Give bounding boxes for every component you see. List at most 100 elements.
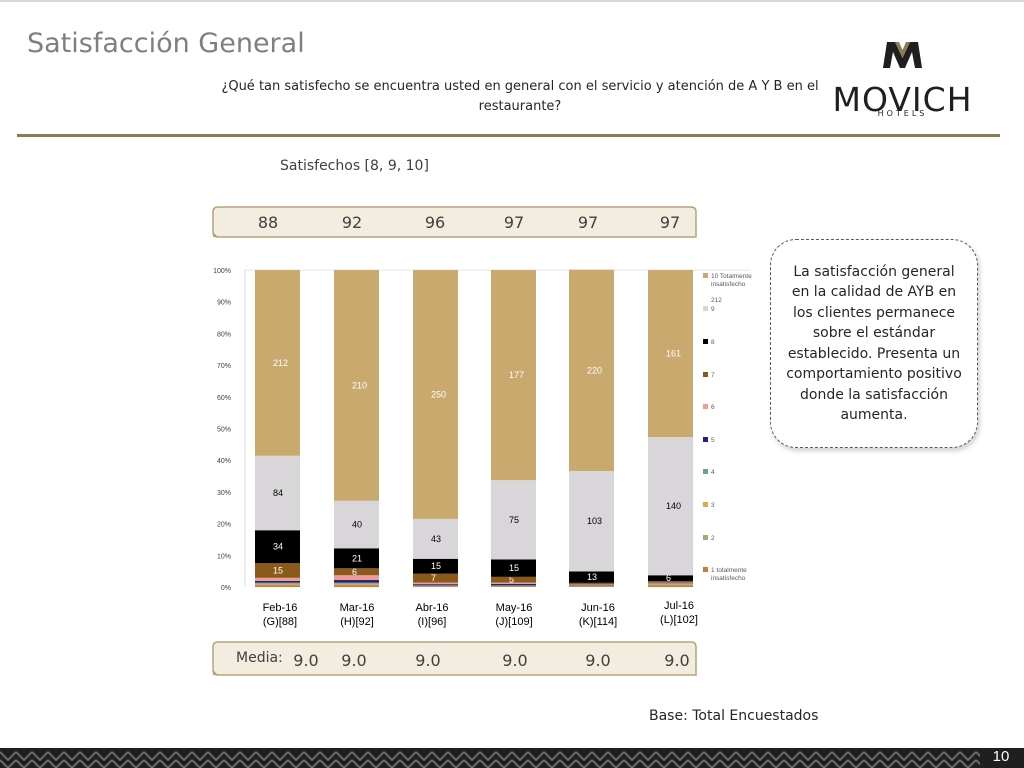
bar-segment: [255, 577, 300, 581]
bar-segment: [334, 575, 379, 581]
y-tick-label: 90%: [217, 300, 231, 307]
bar-segment: [334, 585, 379, 587]
bar-segment: [569, 584, 614, 586]
data-label: 103: [587, 516, 602, 526]
data-label: 7: [431, 573, 436, 583]
bar-segment: [255, 585, 300, 587]
movich-logo: [883, 42, 922, 68]
bar-segment: [413, 518, 458, 559]
stacked-bar-chart: 0%10%20%30%40%50%60%70%80%90%100%1534842…: [213, 268, 752, 592]
media-value: 9.0: [293, 651, 319, 670]
legend-label: 2: [711, 535, 715, 542]
bar-segment: [334, 270, 379, 501]
bar-segment: [491, 559, 536, 577]
data-label: 34: [273, 542, 283, 552]
insight-callout: La satisfacción general en la calidad de…: [770, 239, 978, 448]
data-label: 220: [587, 365, 602, 375]
bar-segment: [491, 586, 536, 587]
legend-label: 4: [711, 469, 715, 476]
legend-extra-label: 212: [711, 297, 722, 304]
y-tick-label: 70%: [217, 363, 231, 370]
bar-segment: [413, 558, 458, 574]
bar-segment: [648, 582, 693, 584]
logo-wordmark: MOVICH: [832, 80, 973, 119]
header-divider: [17, 134, 1000, 137]
bar-segment: [648, 270, 693, 438]
bar-segment: [569, 470, 614, 572]
media-value: 9.0: [502, 651, 528, 670]
media-banner: [212, 641, 697, 676]
bar-segment: [334, 583, 379, 585]
data-label: 43: [431, 534, 441, 544]
category-label: Jul-16 (L)[102]: [660, 600, 698, 626]
bar-segment: [648, 584, 693, 586]
bar-segment: [569, 582, 614, 585]
y-tick-label: 60%: [217, 395, 231, 402]
bar-segment: [255, 563, 300, 578]
data-label: 210: [352, 380, 367, 390]
legend-label: 3: [711, 502, 715, 509]
legend-swatch: [703, 535, 708, 540]
bar-segment: [334, 580, 379, 583]
legend-label: 7: [711, 372, 715, 379]
bar-segment: [255, 582, 300, 584]
bar-segment: [255, 583, 300, 585]
y-tick-label: 0%: [221, 585, 231, 592]
category-label: Abr-16 (I)[96]: [415, 602, 449, 628]
data-label: 21: [352, 553, 362, 563]
bar-segment: [413, 582, 458, 585]
bar-segment: [334, 548, 379, 569]
legend-label: 10 Totalmente: [711, 273, 752, 280]
data-label: 250: [431, 389, 446, 399]
bar-segment: [648, 575, 693, 581]
legend-swatch: [703, 437, 708, 442]
media-value: 9.0: [341, 651, 367, 670]
footer-band: [0, 748, 1024, 768]
y-tick-label: 30%: [217, 490, 231, 497]
bar-segment: [334, 568, 379, 576]
data-label: 84: [273, 488, 283, 498]
satisfied-value: 97: [577, 213, 599, 232]
data-label: 5: [509, 575, 514, 585]
callout-text: La satisfacción general en la calidad de…: [786, 263, 962, 424]
y-tick-label: 20%: [217, 522, 231, 529]
data-label: 15: [273, 566, 283, 576]
data-label: 75: [509, 515, 519, 525]
bar-segment: [413, 270, 458, 519]
data-label: 212: [273, 358, 288, 368]
bar-segment: [569, 571, 614, 583]
legend-label: 9: [711, 306, 715, 313]
data-label: 140: [666, 501, 681, 511]
satisfied-value: 96: [424, 213, 446, 232]
satisfied-value: 88: [257, 213, 279, 232]
bar-segment: [413, 586, 458, 587]
base-note: Base: Total Encuestados: [649, 708, 819, 724]
category-label: Jun-16 (K)[114]: [578, 602, 618, 628]
bar-segment: [255, 530, 300, 564]
page-number: 10: [992, 748, 1010, 765]
category-label: Feb-16 (G)[88]: [262, 602, 298, 628]
bar-segment: [648, 585, 693, 587]
bar-segment: [491, 576, 536, 583]
legend-swatch: [703, 306, 708, 311]
bar-segment: [648, 437, 693, 576]
y-tick-label: 50%: [217, 427, 231, 434]
data-label: 6: [352, 567, 357, 577]
legend-swatch: [703, 502, 708, 507]
y-tick-label: 80%: [217, 331, 231, 338]
legend-label: 1 totalmente: [711, 567, 747, 574]
satisfied-value: 92: [341, 213, 363, 232]
legend-label: insatisfecho: [711, 281, 746, 288]
legend-label: insatisfecho: [711, 575, 746, 582]
bar-segment: [255, 584, 300, 586]
data-label: 15: [431, 561, 441, 571]
data-label: 6: [666, 573, 671, 583]
bar-segment: [491, 270, 536, 481]
bar-segment: [334, 500, 379, 549]
satisfied-banner: [212, 206, 697, 238]
bar-segment: [569, 586, 614, 587]
legend-swatch: [703, 339, 708, 344]
survey-question: ¿Qué tan satisfecho se encuentra usted e…: [221, 79, 819, 114]
legend-swatch: [703, 567, 708, 572]
bar-segment: [648, 580, 693, 583]
